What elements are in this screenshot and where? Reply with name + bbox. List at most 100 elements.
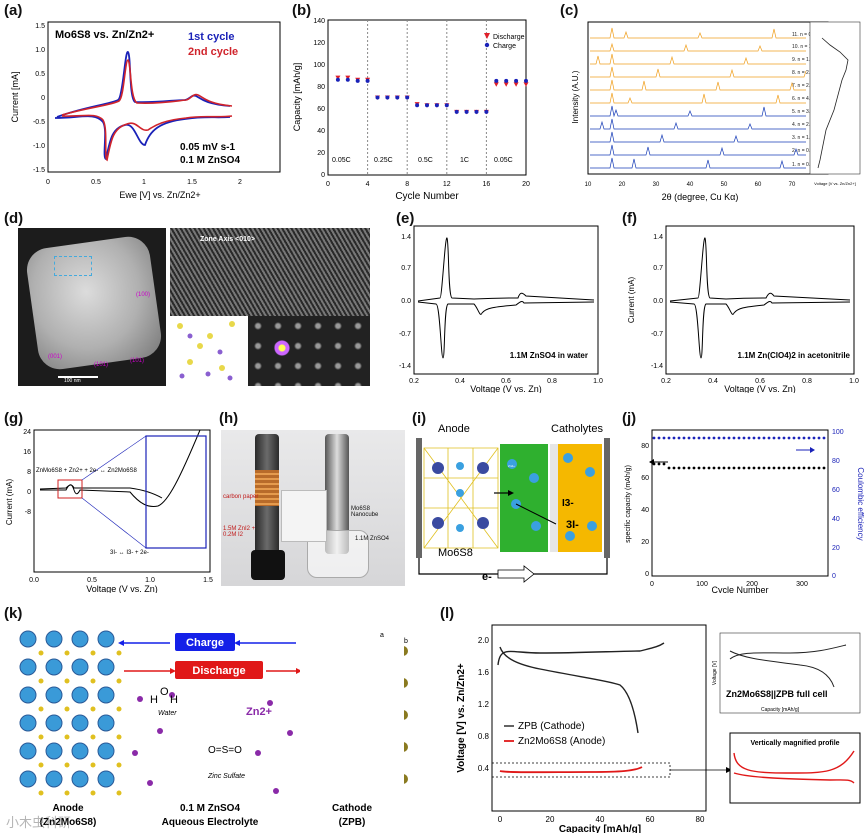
tick-label: 0.5 [87,577,97,584]
legend-anode: Zn2Mo6S8 (Anode) [518,736,605,747]
tick-label: 1.6 [478,668,490,677]
capacity-point [777,466,781,470]
tick-label: 0 [326,181,330,188]
tick-label: 2 [238,179,242,186]
tick-label: 300 [796,581,808,588]
pattern-label: 2. n = 0.24 [792,148,816,154]
tick-label: 0.6 [501,378,511,385]
capacity-point [697,466,701,470]
charge-point [474,109,479,114]
discharge-badge: Discharge [192,665,245,677]
ce-point [772,436,776,440]
crystal-structure-model [170,316,246,386]
y-axis-label: Current (mA) [627,277,636,324]
ce-point [817,436,821,440]
anode-label: Anode [438,423,470,435]
pattern-label: 9. n = 1.40 [792,57,816,63]
capacity-point [782,466,786,470]
panel-j: (j) 80 60 40 20 0 100 80 60 40 20 0 0 10… [618,408,866,595]
tick-label: 0 [321,172,325,179]
panel-c: (c) 11. n = 0.52 10. n = 1.16 9. n = 1.4… [560,0,866,205]
inset-title: Zn2Mo6S8||ZPB full cell [726,689,828,699]
tick-label: 0 [41,95,45,102]
tick-label: -1.0 [33,143,45,150]
tick-label: -1.4 [399,363,411,370]
ce-point [707,436,711,440]
charge-point [524,78,528,83]
tick-label: 0.0 [653,298,663,305]
panel-a: (a) Mo6S8 vs. Zn/Zn2+ 1st cycle 2nd cycl… [0,0,286,205]
s-atom [64,650,70,656]
x-axis-label: Voltage (V vs. Zn) [470,384,542,393]
s-atom [116,706,122,712]
ce-point [792,436,796,440]
tick-label: 70 [789,182,796,188]
tick-label: 24 [23,429,31,436]
facet-label: (001) [48,354,63,360]
panel-e-label: (e) [396,210,415,227]
tick-label: 60 [755,182,762,188]
svg-text:O=S=O: O=S=O [208,745,242,756]
tick-label: 0.4 [478,764,490,773]
x-axis-label: Voltage (V vs. Zn) [86,584,158,593]
panel-c-label: (c) [560,2,579,19]
x-axis-label: Ewe [V] vs. Zn/Zn2+ [119,190,200,200]
y-axis-label: Current [mA] [10,71,20,122]
y-axis-label: Voltage [V] vs. Zn/Zn2+ [456,663,467,773]
capacity-point [812,466,816,470]
s-atom [116,678,122,684]
panel-d-label: (d) [4,210,24,227]
tick-label: 60 [641,475,649,482]
mo-cluster [45,630,63,648]
tick-label: 16 [23,449,31,456]
s-atom [116,790,122,796]
cv-chart-a: Mo6S8 vs. Zn/Zn2+ 1st cycle 2nd cycle 0.… [10,21,281,200]
xrd-pattern [590,118,806,130]
tick-label: -8 [25,509,31,516]
capacity-point [742,466,746,470]
charge-point [355,78,360,83]
zn-ion-label: Zn2+ [246,706,272,718]
tick-label: 60 [646,815,655,824]
legend-discharge: Discharge [493,34,525,41]
tick-label: 1 [142,179,146,186]
panel-g: (g) ZnMo6S8 + Zn2+ + 2e- ↔ Zn2Mo6S8 3I- … [0,408,215,594]
mo-cluster [71,686,89,704]
tick-label: 100 [696,581,708,588]
ce-point [657,436,661,440]
inset-y-label: Voltage [V] [712,660,718,685]
capacity-point [767,466,771,470]
panel-f-label: (f) [622,210,637,227]
charge-point [454,109,459,114]
ce-point [742,436,746,440]
legend-charge: Charge [493,43,516,50]
mo-cluster [45,742,63,760]
charge-point [335,77,340,82]
tick-label: 0.0 [401,298,411,305]
hr-stem-lattice-image: Zone Axis <010> [170,228,370,316]
capacity-point [672,466,676,470]
legend-2nd-cycle: 2nd cycle [188,46,238,58]
panel-d: (d) (100) (001) (101) (101) 100 nm Zone … [0,208,372,390]
ce-point [757,436,761,440]
y2-axis-label: Coulombic efficiency [856,467,865,540]
tick-label: -0.5 [33,119,45,126]
tick-label: 20 [641,539,649,546]
capacity-point [797,466,801,470]
charge-point [434,103,439,108]
tick-label: 20 [832,545,840,552]
charge-point [514,78,519,83]
panel-j-label: (j) [622,410,637,427]
tick-label: 1.5 [35,23,45,30]
pattern-label: 3. n = 1.08 [792,135,816,141]
tick-label: 0.4 [708,378,718,385]
charge-badge: Charge [186,637,224,649]
ce-point [802,436,806,440]
xrd-pattern [590,92,806,104]
charge-point [415,103,420,108]
panel-h-label: (h) [219,410,239,427]
s-atom [90,678,96,684]
ce-point [667,436,671,440]
electrolyte-type: Aqueous Electrolyte [162,817,259,828]
zone-axis-label: Zone Axis <010> [200,236,255,243]
